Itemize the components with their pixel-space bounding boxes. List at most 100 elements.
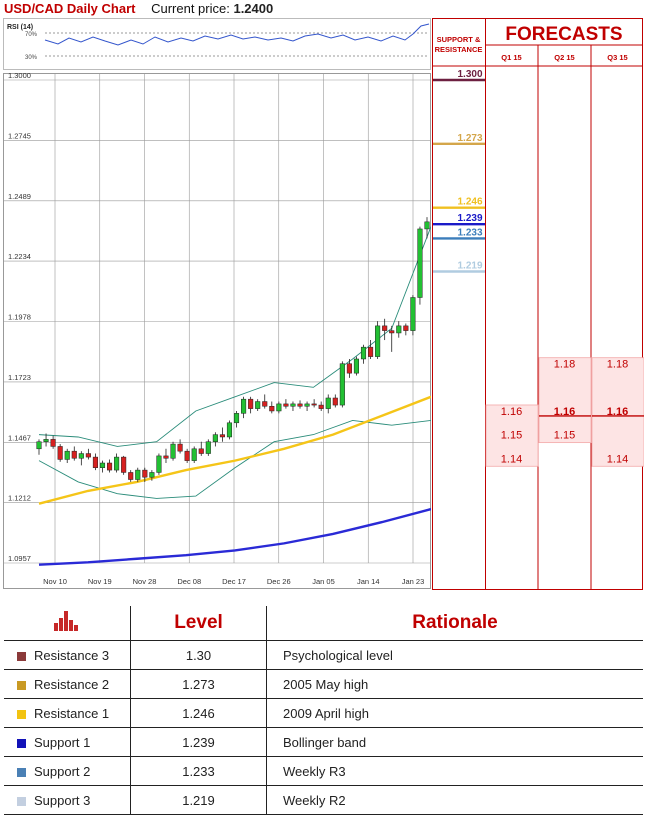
sr-levels: 1.300 1.273 1.246 1.239 1.233 1.219 — [432, 18, 486, 590]
forecast-header: FORECASTS — [505, 24, 623, 45]
bull-candle — [135, 469, 141, 480]
level-rationale: Bollinger band — [266, 727, 643, 757]
rsi-frame — [3, 18, 431, 70]
bull-candle — [170, 443, 176, 459]
y-tick-label: 1.1467 — [8, 433, 31, 442]
forecast-range-box — [485, 404, 539, 467]
bear-candle — [403, 325, 409, 331]
bear-candle — [219, 434, 225, 438]
x-tick-label: Dec 17 — [222, 577, 246, 586]
bear-candle — [283, 403, 289, 407]
levels-table: Level Rationale Resistance 3 1.30 Psycholo… — [4, 606, 643, 815]
bull-candle — [226, 422, 233, 438]
bull-candle — [360, 346, 367, 360]
bear-candle — [106, 462, 113, 471]
y-tick-label: 1.1212 — [8, 494, 31, 503]
bull-candle — [149, 472, 155, 478]
y-tick-label: 1.2234 — [8, 252, 31, 261]
bull-candle — [64, 450, 70, 460]
bear-candle — [92, 456, 98, 468]
level-rationale: 2005 May high — [266, 669, 643, 699]
levels-table-header: Level Rationale — [4, 606, 643, 641]
bear-candle — [382, 325, 388, 331]
price-value: 1.2400 — [233, 1, 274, 16]
bear-candle — [142, 469, 148, 478]
level-swatch — [17, 767, 26, 777]
level-swatch — [17, 709, 26, 719]
bull-candle — [290, 403, 296, 407]
table-row: Support 1 1.239 Bollinger band — [4, 727, 643, 757]
x-tick-label: Jan 14 — [357, 577, 380, 586]
y-tick-label: 1.1978 — [8, 313, 31, 322]
bear-candle — [262, 401, 268, 407]
bear-candle — [121, 456, 127, 473]
bull-candle — [424, 221, 430, 230]
level-name-cell: Resistance 3 — [4, 640, 131, 670]
x-tick-label: Nov 19 — [88, 577, 112, 586]
level-rationale: Weekly R3 — [266, 756, 643, 786]
bull-candle — [417, 228, 423, 298]
level-name: Support 1 — [34, 734, 91, 750]
rsi-level-30: 30% — [25, 55, 38, 61]
y-axis-ticks: 1.3000 1.2745 1.2489 1.2234 1.1978 1.1723 1.14… — [8, 73, 31, 563]
forecast-value: 1.16 — [607, 406, 628, 418]
sr-header-line1: SUPPORT & — [436, 35, 481, 44]
bull-candle — [410, 297, 416, 331]
y-tick-label: 1.2489 — [8, 192, 31, 201]
bull-candle — [375, 325, 381, 357]
bull-candle — [353, 358, 360, 374]
bear-candle — [318, 404, 324, 409]
forecast-value: 1.15 — [554, 430, 575, 442]
level-rationale: 2009 April high — [266, 698, 643, 728]
x-tick-label: Dec 08 — [177, 577, 201, 586]
level-rationale: Psychological level — [266, 640, 643, 670]
bull-candle — [78, 453, 84, 459]
rationale-header: Rationale — [266, 606, 643, 641]
x-axis-ticks: Nov 10 Nov 19 Nov 28 Dec 08 Dec 17 Dec 26 Jan … — [43, 577, 424, 586]
sr-level-label: 1.273 — [457, 133, 482, 144]
rsi-label: RSI (14) — [7, 24, 33, 31]
bull-candle — [339, 363, 345, 406]
level-swatch — [17, 680, 26, 690]
bear-candle — [177, 443, 183, 452]
level-name-cell: Resistance 1 — [4, 698, 131, 728]
forecast-value: 1.15 — [501, 430, 522, 442]
bear-candle — [389, 330, 395, 334]
moving-average-line — [38, 507, 431, 566]
bear-candle — [332, 397, 338, 406]
x-tick-label: Jan 23 — [402, 577, 425, 586]
bear-candle — [297, 403, 303, 407]
bear-candle — [71, 450, 77, 459]
bull-candle — [276, 403, 282, 412]
rsi-level-70: 70% — [25, 32, 38, 38]
chart-grid — [3, 73, 431, 589]
bull-candle — [43, 439, 49, 442]
forecast-frame — [485, 18, 643, 590]
forecast-value: 1.18 — [607, 359, 628, 371]
y-tick-label: 1.0957 — [8, 554, 31, 563]
level-value: 1.246 — [130, 698, 267, 728]
chart-title-bar: USD/CAD Daily Chart Current price: 1.240… — [4, 0, 273, 18]
rsi-panel: RSI (14) 70% 30% — [3, 18, 431, 70]
bear-candle — [163, 455, 169, 459]
bull-candle — [396, 325, 402, 334]
bull-candle — [156, 455, 162, 473]
level-header: Level — [130, 606, 267, 641]
y-tick-label: 1.1723 — [8, 373, 31, 382]
bull-candle — [212, 434, 218, 442]
bull-candle — [99, 462, 106, 468]
level-swatch — [17, 738, 26, 748]
level-name-cell: Support 3 — [4, 785, 131, 815]
bull-candle — [304, 403, 310, 407]
bear-candle — [85, 453, 91, 458]
level-name: Resistance 3 — [34, 647, 110, 663]
y-tick-label: 1.2745 — [8, 131, 31, 140]
forecast-range-box — [591, 357, 644, 467]
sr-level-label: 1.300 — [457, 69, 482, 80]
level-name: Support 2 — [34, 763, 91, 779]
bear-candle — [198, 448, 204, 454]
forecast-value: 1.16 — [501, 406, 522, 418]
sr-forecast-panel: 1.300 1.273 1.246 1.239 1.233 1.219 Q1 15 Q2 1… — [432, 18, 644, 590]
bear-candle — [128, 472, 134, 480]
forecast-grid: Q1 15 Q2 15 Q3 15 1.16 1.15 1.14 1.18 1.16 1.15 1… — [485, 18, 644, 590]
